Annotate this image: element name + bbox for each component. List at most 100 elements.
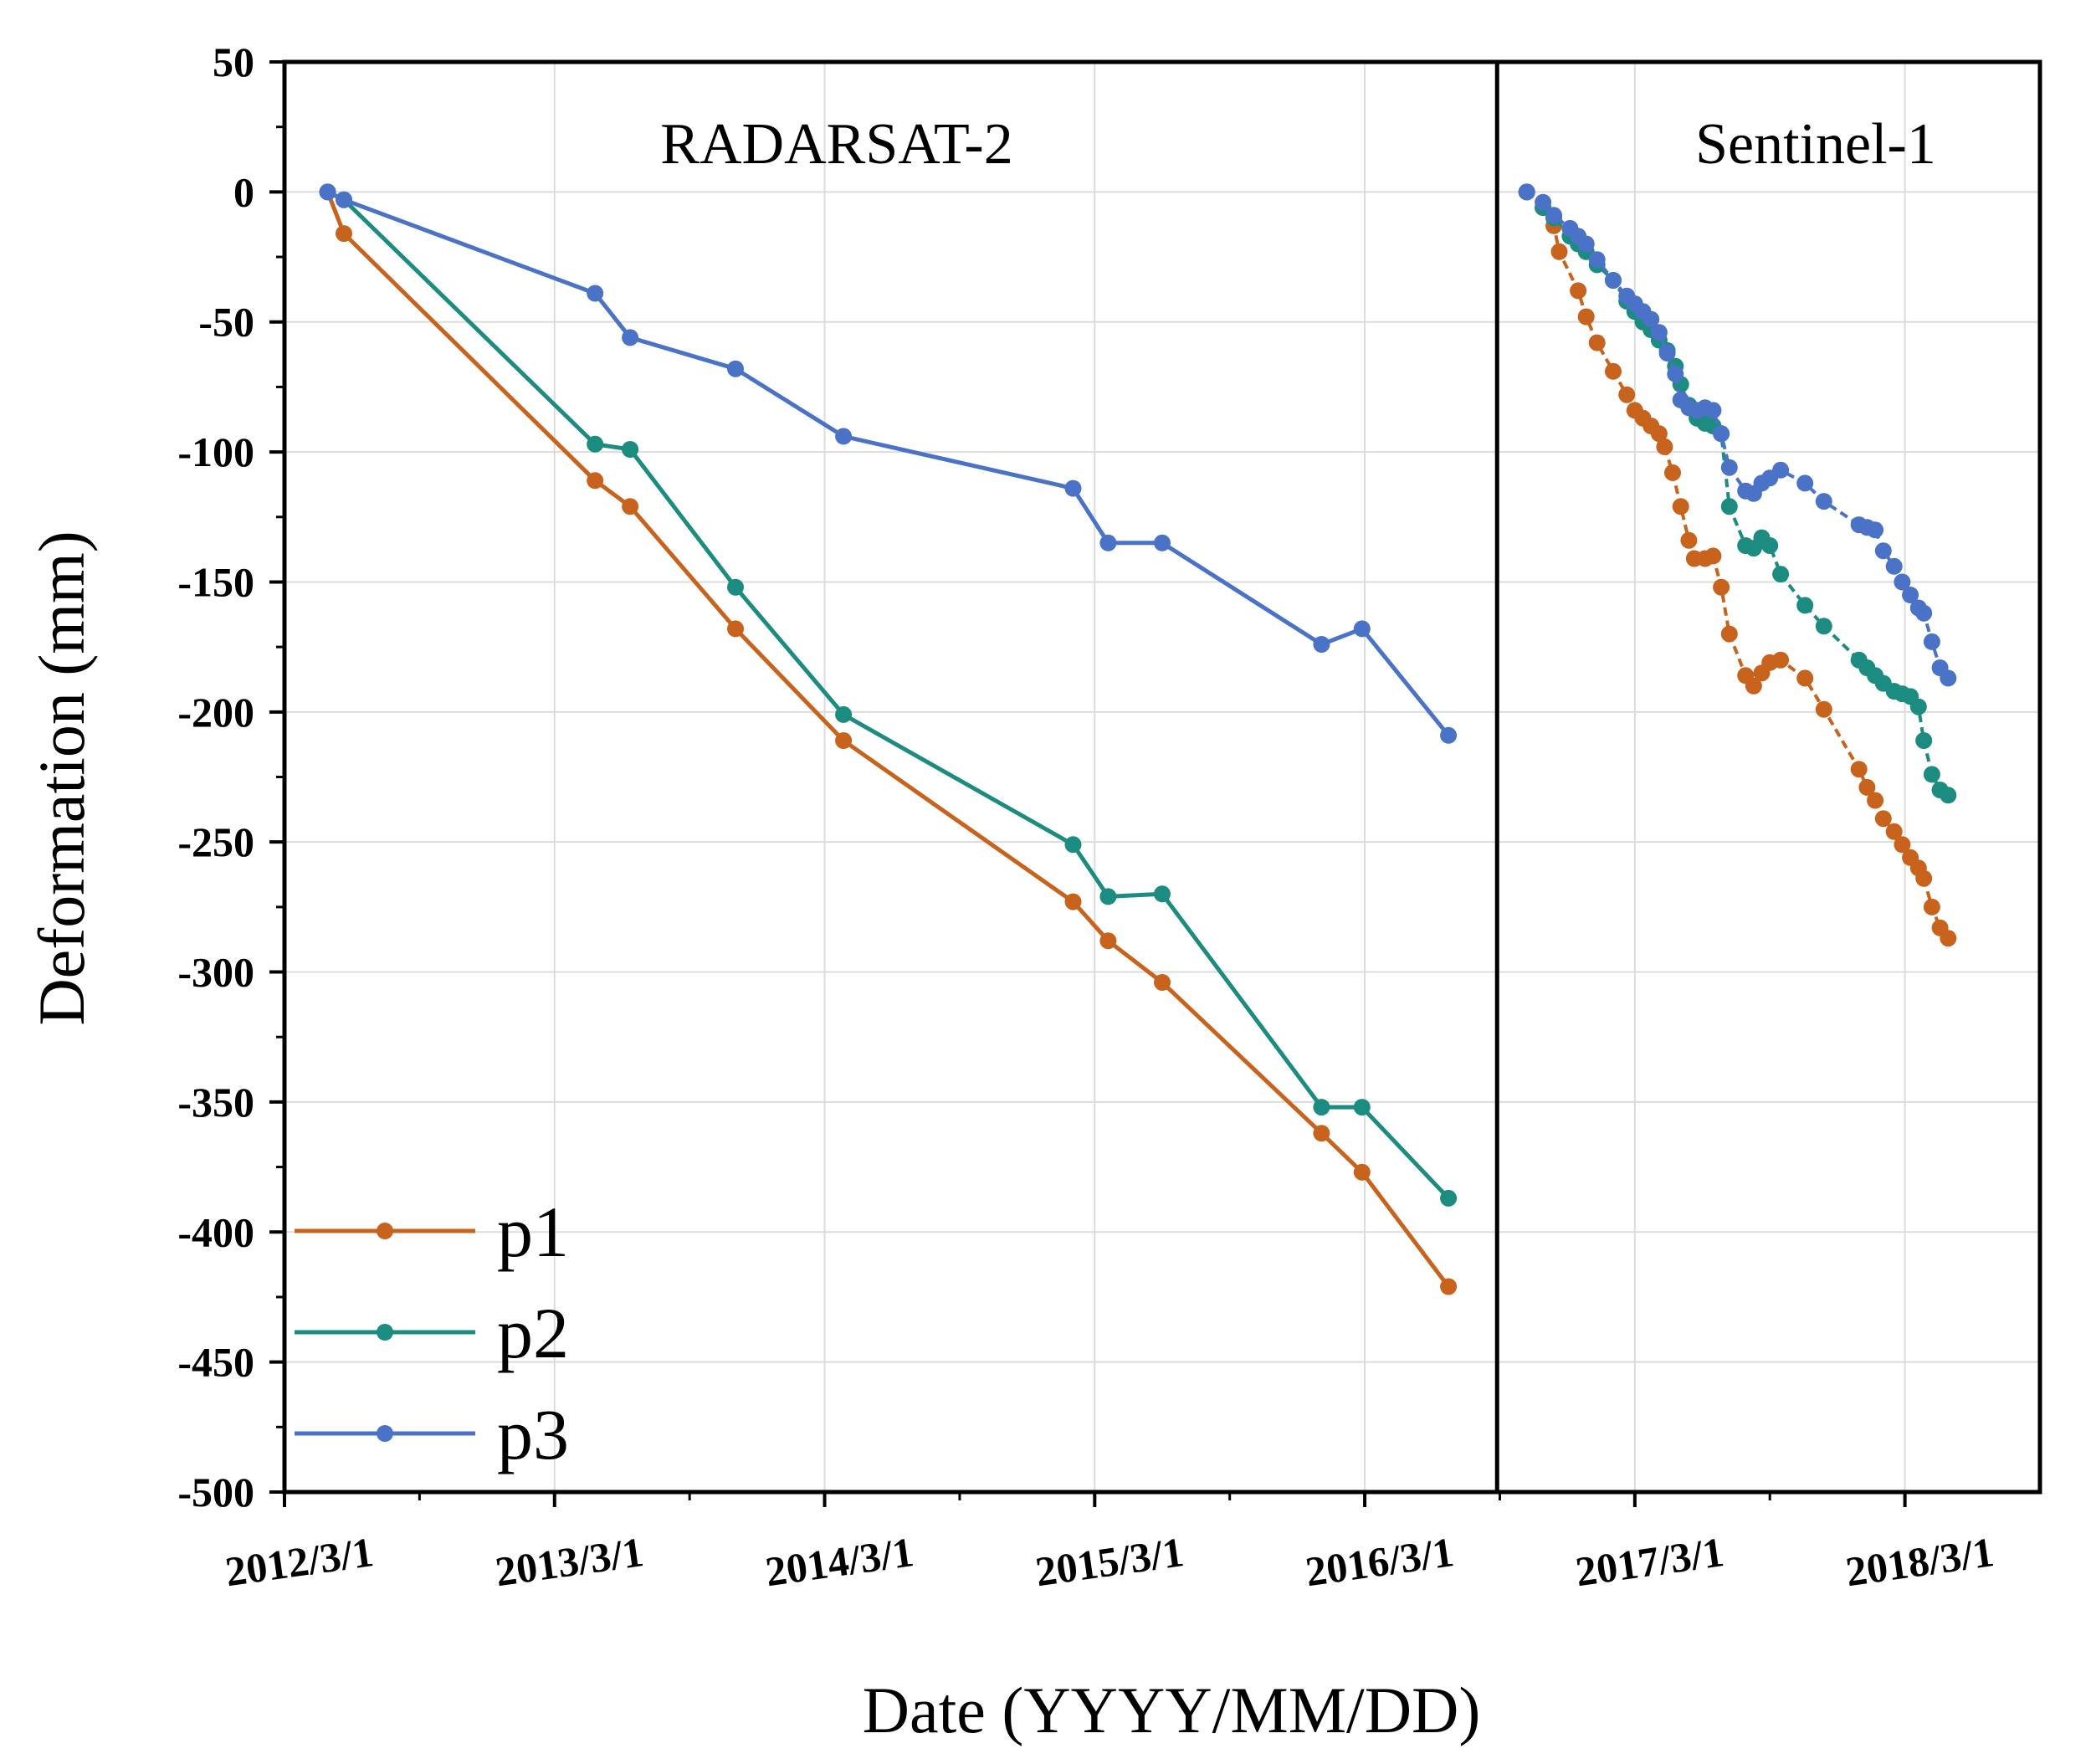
data-point-p3 [1650,324,1668,341]
data-point-p1 [1154,974,1171,991]
x-tick-label: 2017/3/1 [1573,1528,1727,1595]
x-tick-label: 2012/3/1 [223,1528,377,1595]
data-point-p1 [1588,334,1606,351]
series [319,183,1957,1295]
panel-labels: RADARSAT-2 Sentinel-1 [660,112,1936,177]
data-point-p3 [1605,272,1622,289]
data-point-p3 [1440,726,1458,744]
data-point-p3 [1658,345,1676,362]
legend-label-p3: p3 [497,1394,569,1474]
data-point-p3 [1885,557,1903,575]
data-point-p2 [1815,618,1832,635]
data-point-p3 [1642,310,1660,328]
data-point-p1 [1656,438,1673,455]
data-point-p3 [1535,193,1552,211]
x-tick-label: 2013/3/1 [492,1528,646,1595]
series-line-p2 [1525,190,1950,797]
data-point-p1 [1815,700,1832,718]
panel-label: RADARSAT-2 [660,112,1012,177]
data-point-p1 [727,620,744,638]
data-point-p2 [1099,888,1117,905]
data-point-p3 [1915,604,1933,622]
data-point-p3 [1867,521,1884,539]
data-point-p1 [1704,547,1722,565]
data-point-p3 [1099,534,1117,551]
x-tick-label: 2018/3/1 [1842,1528,1996,1595]
data-point-p1 [1713,578,1730,596]
data-point-p2 [1915,732,1933,749]
y-tick-label: -100 [177,428,254,475]
data-point-p1 [1664,464,1681,481]
data-point-p1 [1915,869,1933,887]
series-p3 [319,183,1957,744]
data-point-p2 [1923,766,1940,783]
data-point-p1 [1923,898,1940,915]
legend: p1 p2 p3 [295,1192,569,1474]
data-point-p3 [1796,474,1814,492]
data-point-p1 [1550,243,1568,260]
data-point-p1 [1940,930,1957,947]
x-tick-label: 2014/3/1 [762,1528,916,1595]
data-point-p1 [1650,425,1668,443]
data-point-p1 [1313,1125,1330,1142]
data-point-p2 [1772,566,1790,583]
data-point-p1 [1680,531,1698,549]
data-point-p1 [1618,386,1636,403]
data-point-p3 [727,360,744,377]
data-point-p1 [1672,498,1689,515]
y-tick-label: -450 [177,1339,254,1386]
data-point-p1 [1894,836,1911,854]
data-point-p1 [1570,282,1587,300]
data-point-p3 [1894,573,1911,591]
data-point-p1 [1796,669,1814,687]
data-point-p2 [727,578,744,596]
data-point-p1 [1858,778,1876,796]
data-point-p3 [1353,620,1371,638]
data-point-p3 [1874,542,1892,560]
data-point-p1 [1440,1278,1458,1295]
data-point-p2 [1761,537,1779,554]
data-point-p3 [1313,636,1330,653]
data-point-p1 [1772,651,1790,669]
data-point-p3 [1704,402,1722,419]
data-point-p2 [1440,1189,1458,1207]
data-point-p2 [835,705,853,723]
legend-marker-p1 [377,1223,393,1239]
data-point-p1 [1605,362,1622,380]
x-axis-label: Date (YYYY/MM/DD) [863,1674,1481,1746]
data-point-p1 [1874,810,1892,828]
data-point-p1 [835,732,853,749]
data-point-p2 [1720,498,1738,515]
data-point-p3 [1940,669,1957,687]
data-point-p1 [336,225,352,243]
y-tick-label: -150 [177,558,254,605]
data-point-p3 [319,183,336,201]
y-tick-label: -500 [177,1469,254,1515]
data-point-p1 [1353,1163,1371,1181]
legend-label-p1: p1 [497,1192,569,1272]
data-point-p2 [1064,836,1082,854]
y-tick-label: -300 [177,949,254,996]
data-point-p2 [1154,885,1171,903]
y-tick-label: -50 [198,299,254,346]
y-tick-label: 0 [233,168,254,215]
data-point-p3 [1518,183,1535,201]
data-point-p3 [1713,425,1730,443]
y-tick-label: -200 [177,689,254,736]
data-point-p1 [1577,308,1595,326]
data-point-p3 [622,329,639,346]
data-point-p3 [1667,365,1684,382]
x-tick-label: 2015/3/1 [1033,1528,1186,1595]
data-point-p2 [1940,787,1957,804]
grid [284,62,2040,1492]
data-point-p2 [622,441,639,458]
data-point-p1 [1850,761,1868,778]
data-point-p2 [1313,1099,1330,1116]
x-tick-label: 2016/3/1 [1303,1528,1457,1595]
data-point-p2 [1909,698,1927,715]
data-point-p1 [1720,625,1738,643]
data-point-p3 [1154,534,1171,551]
data-point-p2 [1796,597,1814,614]
data-point-p3 [336,191,352,208]
